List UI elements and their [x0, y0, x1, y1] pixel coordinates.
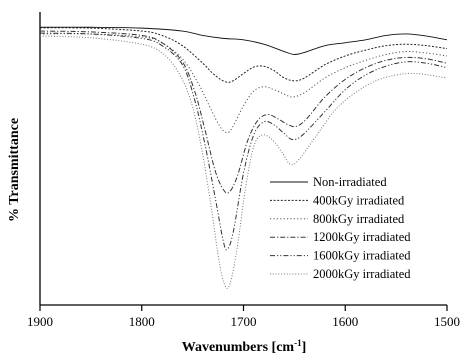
- x-axis-title-main: Wavenumbers [cm: [182, 340, 295, 355]
- series-line-1: [39, 26, 448, 55]
- x-axis-title-sup: -1: [294, 338, 302, 348]
- x-tick-label: 1700: [231, 314, 257, 329]
- x-tick-label: 1800: [129, 314, 155, 329]
- x-tick-label: 1500: [434, 314, 460, 329]
- legend-label-6: 2000kGy irradiated: [313, 267, 411, 281]
- legend-label-5: 1600kGy irradiated: [313, 249, 411, 263]
- legend-label-1: Non-irradiated: [313, 175, 387, 189]
- x-axis-title: Wavenumbers [cm-1]: [182, 338, 307, 355]
- legend-label-3: 800kGy irradiated: [313, 212, 405, 226]
- series-line-2: [39, 27, 448, 83]
- series-line-3: [39, 33, 448, 134]
- legend-label-2: 400kGy irradiated: [313, 193, 405, 207]
- x-tick-label: 1900: [27, 314, 53, 329]
- series-line-5: [39, 32, 448, 251]
- series-line-4: [39, 30, 448, 194]
- legend: Non-irradiated 400kGy irradiated 800kGy ir…: [270, 175, 411, 281]
- series-lines: [39, 26, 448, 289]
- x-axis-title-close: ]: [302, 340, 307, 355]
- x-tick-label: 1600: [332, 314, 358, 329]
- legend-label-4: 1200kGy irradiated: [313, 230, 411, 244]
- y-axis-title: % Transmittance: [7, 118, 22, 222]
- x-ticks: 1900 1800 1700 1600 1500: [27, 305, 460, 329]
